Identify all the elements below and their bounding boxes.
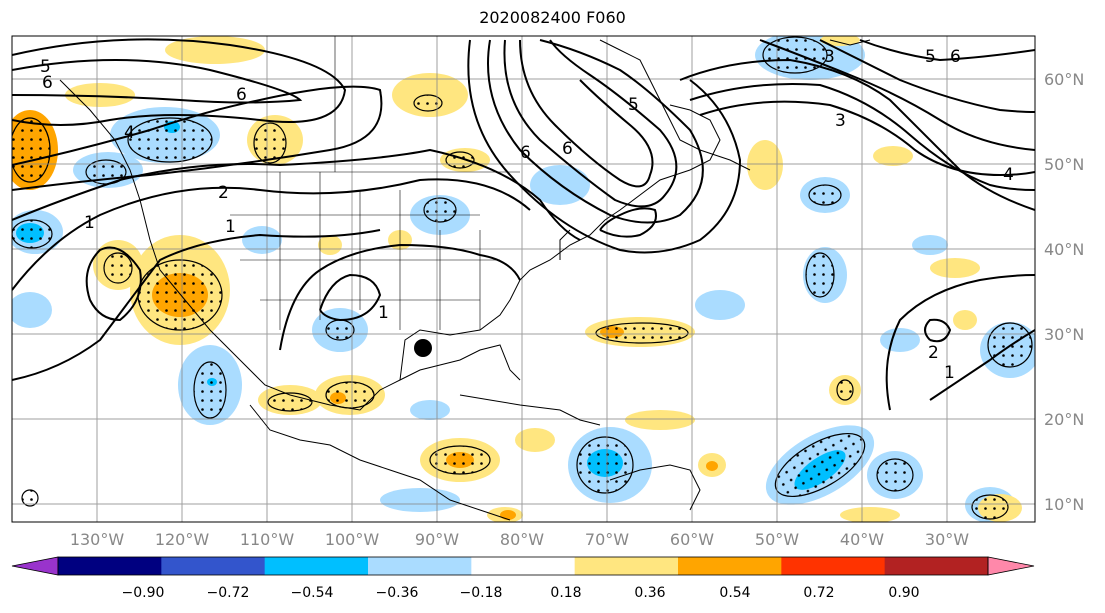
- lon-label: 90°W: [415, 530, 459, 549]
- colorbar-segment: [884, 557, 989, 575]
- lon-label: 110°W: [240, 530, 295, 549]
- svg-text:1: 1: [84, 213, 95, 233]
- colorbar-segment: [471, 557, 576, 575]
- svg-text:1: 1: [378, 303, 389, 323]
- lat-label: 10°N: [1044, 495, 1084, 514]
- colorbar-tick: −0.54: [291, 585, 334, 601]
- svg-text:6: 6: [42, 73, 53, 93]
- colorbar-tick-labels: −0.90 −0.72 −0.54 −0.36 −0.18 0.18 0.36 …: [122, 585, 920, 601]
- colorbar-tick: 0.54: [719, 585, 750, 601]
- colorbar: [11, 556, 1035, 576]
- colorbar-segment: [781, 557, 886, 575]
- colorbar-frame: [57, 556, 989, 576]
- lon-label: 130°W: [70, 530, 125, 549]
- colorbar-extend-high: [987, 556, 1035, 576]
- lat-label: 60°N: [1044, 70, 1084, 89]
- lon-label: 120°W: [155, 530, 210, 549]
- colorbar-segment: [264, 557, 369, 575]
- contour-labels: 5 6 6 4 1 2 1 1 6 5 6 3 3 5 6 4 2 1: [40, 47, 1014, 383]
- colorbar-segment: [678, 557, 782, 575]
- lon-label: 60°W: [670, 530, 714, 549]
- colorbar-segment: [368, 557, 472, 575]
- height-contours: [12, 38, 1035, 411]
- svg-text:6: 6: [520, 143, 531, 163]
- colorbar-tick: −0.90: [122, 585, 165, 601]
- svg-text:5: 5: [925, 47, 936, 67]
- lon-label: 30°W: [925, 530, 969, 549]
- svg-text:1: 1: [225, 217, 236, 237]
- colorbar-extend-low: [11, 556, 59, 576]
- latitude-labels: 60°N 50°N 40°N 30°N 20°N 10°N: [1044, 70, 1084, 514]
- svg-text:3: 3: [835, 111, 846, 131]
- colorbar-tick: −0.72: [207, 585, 250, 601]
- storm-position-marker: [414, 339, 432, 357]
- lon-label: 50°W: [755, 530, 799, 549]
- svg-text:4: 4: [1003, 165, 1014, 185]
- colorbar-tick: 0.90: [888, 585, 919, 601]
- lon-label: 40°W: [840, 530, 884, 549]
- svg-text:6: 6: [236, 85, 247, 105]
- svg-text:6: 6: [562, 139, 573, 159]
- svg-text:1: 1: [944, 363, 955, 383]
- colorbar-tick: −0.18: [460, 585, 503, 601]
- svg-text:2: 2: [218, 183, 229, 203]
- colorbar-tick: 0.36: [634, 585, 665, 601]
- colorbar-segment: [574, 557, 679, 575]
- colorbar-tick: 0.18: [550, 585, 581, 601]
- svg-text:4: 4: [124, 123, 135, 143]
- lon-label: 80°W: [500, 530, 544, 549]
- svg-text:6: 6: [950, 47, 961, 67]
- map-title: 2020082400 F060: [479, 8, 626, 27]
- svg-text:2: 2: [928, 343, 939, 363]
- colorbar-tick: 0.72: [803, 585, 834, 601]
- svg-text:5: 5: [628, 95, 639, 115]
- longitude-labels: 130°W 120°W 110°W 100°W 90°W 80°W 70°W 6…: [70, 530, 969, 549]
- lon-label: 70°W: [585, 530, 629, 549]
- lat-label: 50°N: [1044, 155, 1084, 174]
- svg-text:3: 3: [824, 47, 835, 67]
- lat-label: 20°N: [1044, 410, 1084, 429]
- colorbar-segment: [58, 557, 162, 575]
- colorbar-tick: −0.36: [376, 585, 419, 601]
- lat-label: 30°N: [1044, 325, 1084, 344]
- map-frame: [11, 35, 1036, 523]
- svg-text:5: 5: [40, 57, 51, 77]
- lon-label: 100°W: [325, 530, 380, 549]
- colorbar-segment: [161, 557, 266, 575]
- lat-label: 40°N: [1044, 240, 1084, 259]
